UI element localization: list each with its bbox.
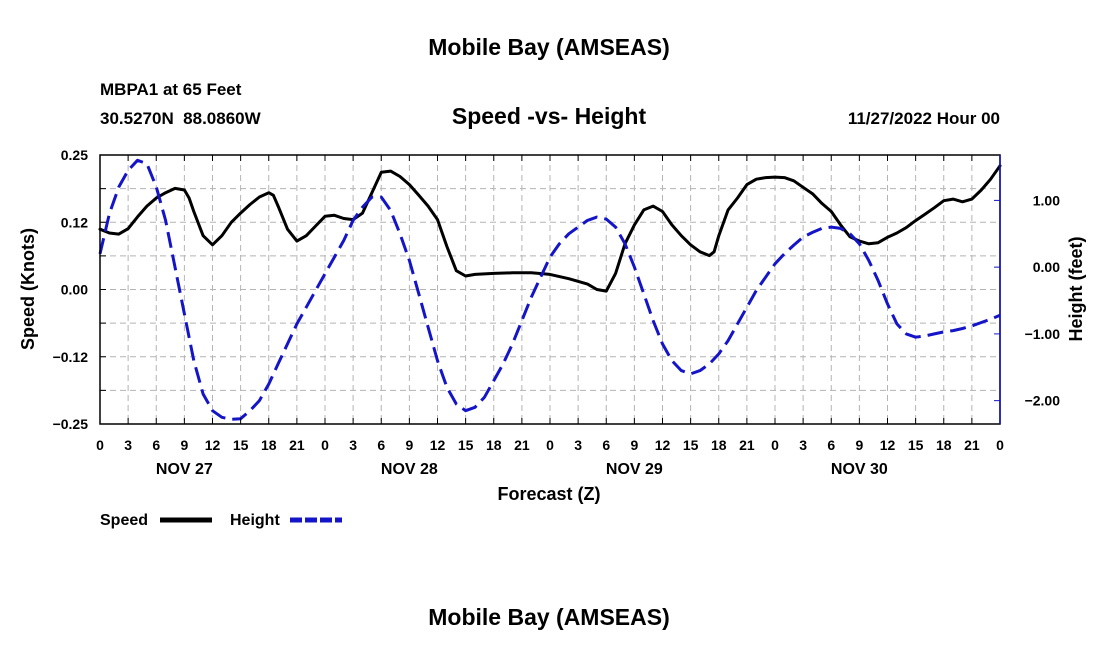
left-tick-label: 0.12 bbox=[61, 214, 88, 230]
left-tick-label: −0.25 bbox=[53, 416, 89, 432]
grid bbox=[100, 155, 1000, 424]
right-tick-label: −1.00 bbox=[1025, 326, 1061, 342]
x-tick-label: 9 bbox=[855, 437, 863, 453]
right-tick-label: 0.00 bbox=[1033, 259, 1060, 275]
x-tick-label: 9 bbox=[405, 437, 413, 453]
x-tick-label: 6 bbox=[602, 437, 610, 453]
x-tick-label: 6 bbox=[827, 437, 835, 453]
height-series-line bbox=[98, 158, 1001, 421]
y-axis-left-label: Speed (Knots) bbox=[18, 228, 38, 350]
x-tick-label: 6 bbox=[377, 437, 385, 453]
right-tick-label: −2.00 bbox=[1025, 393, 1061, 409]
x-tick-label: 0 bbox=[96, 437, 104, 453]
x-tick-label: 18 bbox=[261, 437, 277, 453]
date-line: 11/27/2022 Hour 00 bbox=[848, 109, 1000, 128]
x-tick-label: 12 bbox=[880, 437, 896, 453]
coords-line: 30.5270N 88.0860W bbox=[100, 109, 262, 128]
x-tick-label: 6 bbox=[152, 437, 160, 453]
axes: 0 3 6 9 12 15 18 21 0 3 6 9 12 15 18 21 0 3 6 9 12 15 18 21 0 3 6 9… bbox=[53, 147, 1061, 478]
x-tick-label: 9 bbox=[630, 437, 638, 453]
x-tick-label: 18 bbox=[486, 437, 502, 453]
left-tick-label: 0.00 bbox=[61, 282, 88, 298]
x-tick-label: 0 bbox=[321, 437, 329, 453]
title-bottom: Mobile Bay (AMSEAS) bbox=[428, 604, 670, 630]
x-tick-label: 21 bbox=[964, 437, 980, 453]
x-tick-label: 15 bbox=[458, 437, 474, 453]
x-tick-label: 18 bbox=[936, 437, 952, 453]
title-top: Mobile Bay (AMSEAS) bbox=[428, 34, 670, 60]
x-tick-label: 12 bbox=[205, 437, 221, 453]
x-tick-label: 3 bbox=[574, 437, 582, 453]
x-tick-label: 9 bbox=[180, 437, 188, 453]
x-tick-label: 3 bbox=[349, 437, 357, 453]
x-tick-label: 12 bbox=[430, 437, 446, 453]
x-tick-label: 0 bbox=[996, 437, 1004, 453]
chart-title: Speed -vs- Height bbox=[452, 103, 647, 129]
x-tick-label: 0 bbox=[546, 437, 554, 453]
left-tick-label: 0.25 bbox=[61, 147, 88, 163]
x-tick-label: 15 bbox=[908, 437, 924, 453]
x-tick-label: 0 bbox=[771, 437, 779, 453]
x-tick-label: 15 bbox=[683, 437, 699, 453]
legend-speed-label: Speed bbox=[100, 512, 148, 529]
x-tick-label: 21 bbox=[514, 437, 530, 453]
legend-height-label: Height bbox=[230, 512, 280, 529]
day-label: NOV 27 bbox=[156, 461, 213, 478]
day-label: NOV 29 bbox=[606, 461, 663, 478]
x-tick-label: 15 bbox=[233, 437, 249, 453]
x-axis-label: Forecast (Z) bbox=[497, 484, 600, 504]
x-tick-label: 3 bbox=[124, 437, 132, 453]
left-tick-label: −0.12 bbox=[53, 349, 89, 365]
x-tick-label: 18 bbox=[711, 437, 727, 453]
day-label: NOV 30 bbox=[831, 461, 888, 478]
y-axis-right-label: Height (feet) bbox=[1066, 237, 1086, 342]
x-tick-label: 12 bbox=[655, 437, 671, 453]
x-tick-label: 3 bbox=[799, 437, 807, 453]
station-line: MBPA1 at 65 Feet bbox=[100, 80, 242, 99]
series-layer bbox=[98, 158, 1002, 421]
x-tick-label: 21 bbox=[289, 437, 305, 453]
day-label: NOV 28 bbox=[381, 461, 438, 478]
x-tick-label: 21 bbox=[739, 437, 755, 453]
right-tick-label: 1.00 bbox=[1033, 192, 1060, 208]
legend: Speed Height bbox=[100, 512, 342, 529]
